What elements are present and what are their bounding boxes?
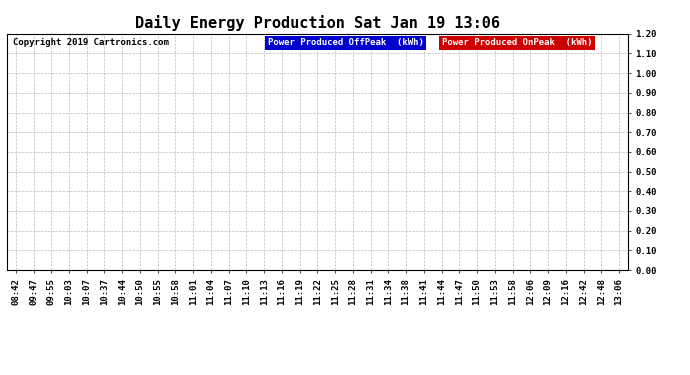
Title: Daily Energy Production Sat Jan 19 13:06: Daily Energy Production Sat Jan 19 13:06 <box>135 15 500 31</box>
Text: Copyright 2019 Cartronics.com: Copyright 2019 Cartronics.com <box>13 39 169 48</box>
Text: Power Produced OffPeak  (kWh): Power Produced OffPeak (kWh) <box>268 39 424 48</box>
Text: Power Produced OnPeak  (kWh): Power Produced OnPeak (kWh) <box>442 39 592 48</box>
